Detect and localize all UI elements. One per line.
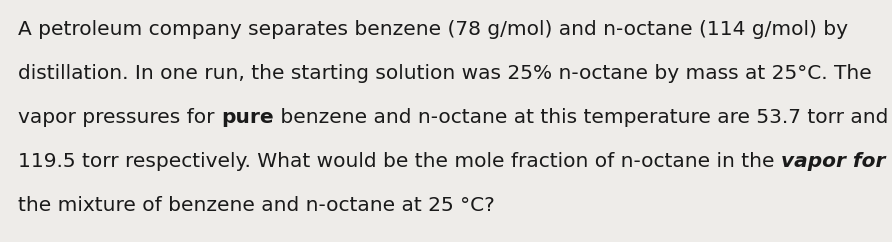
Text: benzene and n-octane at this temperature are 53.7 torr and: benzene and n-octane at this temperature…: [274, 108, 888, 127]
Text: A petroleum company separates benzene (78 g/mol) and n-octane (114 g/mol) by: A petroleum company separates benzene (7…: [18, 20, 848, 39]
Text: distillation. In one run, the starting solution was 25% n-octane by mass at 25°C: distillation. In one run, the starting s…: [18, 64, 871, 83]
Text: the mixture of benzene and n-octane at 25 °C?: the mixture of benzene and n-octane at 2…: [18, 196, 495, 215]
Text: vapor for: vapor for: [780, 152, 885, 171]
Text: 119.5 torr respectively. What would be the mole fraction of n-octane in the: 119.5 torr respectively. What would be t…: [18, 152, 780, 171]
Text: vapor pressures for: vapor pressures for: [18, 108, 221, 127]
Text: pure: pure: [221, 108, 274, 127]
